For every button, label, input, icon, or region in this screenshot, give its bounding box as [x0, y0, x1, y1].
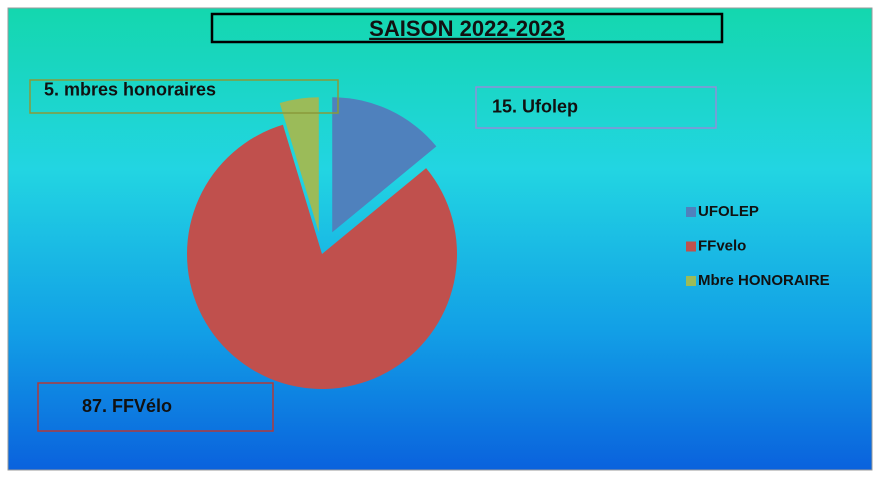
data-label-box	[475, 86, 717, 129]
pie-slice	[279, 97, 319, 233]
data-label: 15. Ufolep	[492, 96, 578, 116]
pie-slice	[186, 124, 458, 389]
legend-label: FFvelo	[698, 237, 746, 254]
chart-title: SAISON 2022-2023	[369, 16, 565, 41]
pie-slice	[332, 97, 437, 233]
legend-label: Mbre HONORAIRE	[698, 272, 830, 289]
data-label-box	[29, 79, 339, 114]
legend-swatch	[686, 276, 696, 286]
legend-swatch	[686, 207, 696, 217]
title-box	[210, 12, 724, 44]
data-label: 87. FFVélo	[82, 396, 172, 416]
data-label: 5. mbres honoraires	[44, 79, 216, 99]
legend-swatch	[686, 241, 696, 252]
data-label-box	[37, 382, 274, 432]
legend-label: UFOLEP	[698, 203, 759, 220]
